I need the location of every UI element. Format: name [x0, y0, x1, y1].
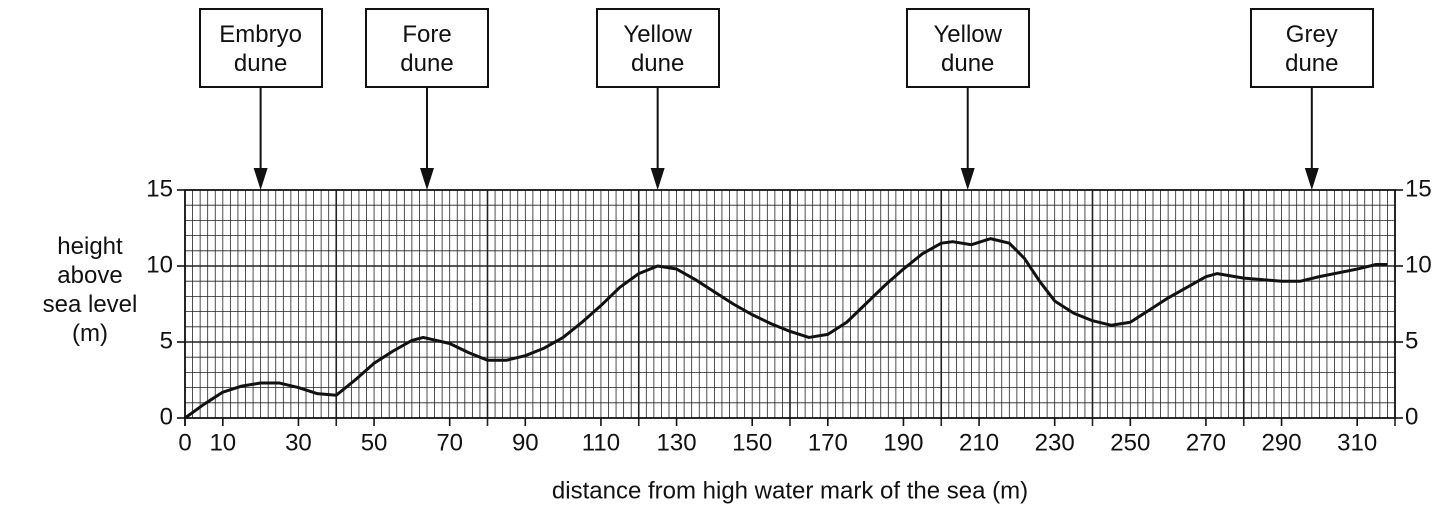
y-tick-label-right: 0 — [1405, 403, 1418, 430]
x-tick-label: 130 — [657, 429, 697, 456]
y-tick-label: 15 — [146, 175, 173, 202]
x-tick-label: 190 — [883, 429, 923, 456]
arrow-head — [1304, 168, 1319, 190]
x-tick-label: 290 — [1262, 429, 1302, 456]
x-tick-label: 230 — [1035, 429, 1075, 456]
x-tick-label: 250 — [1110, 429, 1150, 456]
annotation-box: Fore dune — [365, 8, 489, 88]
x-tick-label: 310 — [1337, 429, 1377, 456]
x-tick-label: 90 — [512, 429, 539, 456]
y-tick-label-right: 5 — [1405, 327, 1418, 354]
x-tick-label: 50 — [361, 429, 388, 456]
annotation-box: Embryo dune — [198, 8, 323, 88]
x-tick-label: 150 — [732, 429, 772, 456]
plot-border — [184, 189, 1396, 419]
x-axis-label: distance from high water mark of the sea… — [552, 477, 1028, 504]
x-tick-label: 0 — [178, 429, 191, 456]
y-axis-label: height above sea level (m) — [42, 233, 138, 347]
profile-line — [184, 237, 1388, 420]
arrow-head — [420, 168, 434, 190]
annotation-box: Yellow dune — [905, 8, 1030, 88]
x-tick-label: 30 — [285, 429, 312, 456]
y-tick-label-right: 10 — [1405, 251, 1432, 278]
annotation-box: Grey dune — [1249, 8, 1374, 88]
x-tick-label: 210 — [959, 429, 999, 456]
y-tick-label: 10 — [146, 251, 173, 278]
x-tick-label: 10 — [209, 429, 236, 456]
arrow-head — [253, 168, 268, 190]
annotation-box: Yellow dune — [595, 8, 720, 88]
y-tick-label: 0 — [160, 403, 173, 430]
x-tick-label: 70 — [436, 429, 463, 456]
arrow-head — [650, 168, 665, 190]
arrow-head — [960, 168, 975, 190]
x-tick-label: 270 — [1186, 429, 1226, 456]
y-tick-label-right: 15 — [1405, 175, 1432, 202]
x-tick-label: 170 — [808, 429, 848, 456]
y-tick-label: 5 — [160, 327, 173, 354]
x-tick-label: 110 — [582, 429, 620, 456]
